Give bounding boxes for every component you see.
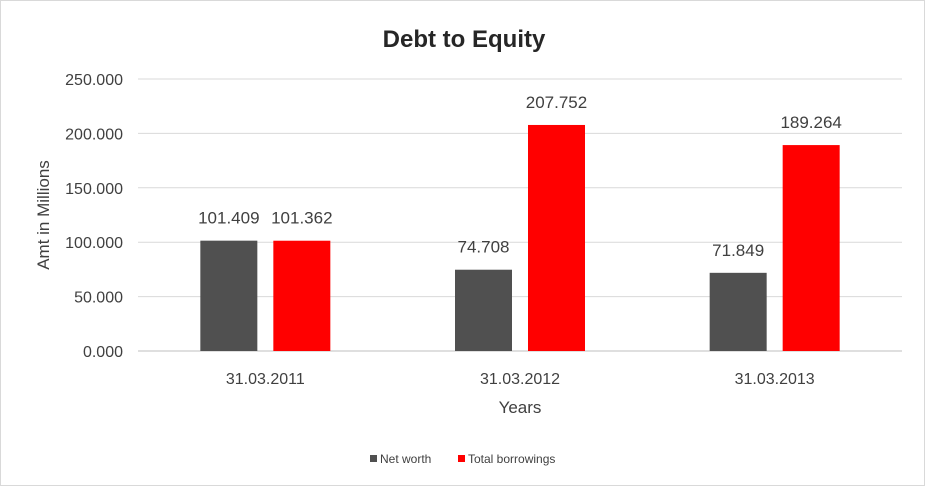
data-label: 74.708	[458, 238, 510, 257]
bar-total-borrowings	[782, 145, 840, 351]
bars	[200, 124, 840, 351]
legend-swatch	[458, 455, 465, 462]
y-tick-label: 50.000	[74, 290, 123, 307]
bar-net-worth	[709, 272, 767, 351]
bar-total-borrowings	[273, 240, 331, 351]
data-label: 189.264	[780, 113, 841, 132]
bar-net-worth	[455, 269, 512, 351]
data-label: 207.752	[526, 93, 587, 112]
y-tick-label: 100.000	[65, 235, 123, 252]
x-tick-label: 31.03.2012	[480, 371, 560, 388]
bar-total-borrowings	[528, 124, 585, 351]
y-tick-label: 150.000	[65, 181, 123, 198]
gridlines	[138, 78, 902, 352]
legend-label: Total borrowings	[468, 452, 555, 466]
x-axis-title: Years	[499, 398, 542, 417]
data-label: 101.409	[198, 209, 259, 228]
data-label: 71.849	[712, 241, 764, 260]
y-axis-title: Amt in Millions	[34, 160, 53, 270]
x-tick-labels: 31.03.2011 31.03.2012 31.03.2013	[226, 371, 815, 388]
bar-net-worth	[200, 240, 258, 351]
y-tick-label: 250.000	[65, 72, 123, 89]
legend-swatch	[370, 455, 377, 462]
y-tick-label: 200.000	[65, 126, 123, 143]
x-tick-label: 31.03.2013	[735, 371, 815, 388]
legend-label: Net worth	[380, 452, 431, 466]
y-tick-labels: 0.000 50.000 100.000 150.000 200.000 250.000	[65, 72, 123, 361]
chart-title: Debt to Equity	[383, 26, 546, 53]
x-tick-label: 31.03.2011	[226, 371, 305, 388]
y-tick-label: 0.000	[83, 344, 123, 361]
data-label: 101.362	[271, 209, 332, 228]
data-labels: 101.409 101.362 74.708 207.752 71.849 189.264	[198, 93, 842, 260]
legend: Net worth Total borrowings	[370, 452, 555, 466]
